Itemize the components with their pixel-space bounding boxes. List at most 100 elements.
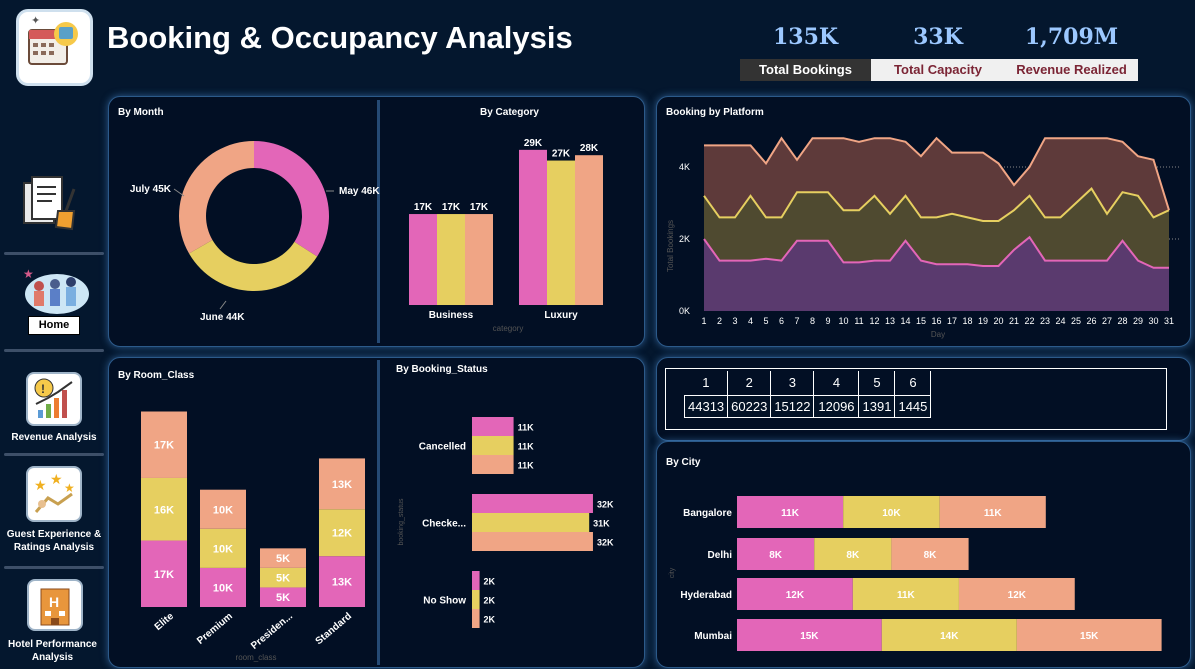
table-cell: 15122	[770, 394, 815, 418]
x-tick-label: 31	[1164, 316, 1174, 326]
x-tick-label: 14	[900, 316, 910, 326]
segment-data-label: 8K	[924, 550, 938, 561]
by-category-bar-chart: 17K 17K 17K Business 29K 27K 28K Luxury category	[409, 138, 603, 333]
page-title: Booking & Occupancy Analysis	[107, 20, 573, 55]
bar-data-label: 32K	[597, 500, 614, 510]
table-header-cell: 3	[770, 371, 815, 395]
x-tick-label: 17	[947, 316, 957, 326]
sidebar-item-revenue-analysis[interactable]: ! Revenue Analysis	[0, 372, 105, 447]
stack-segment-s3	[939, 496, 1046, 528]
bar-data-label: 28K	[580, 143, 599, 154]
table-header-cell: 1	[684, 371, 729, 395]
hbar-s3	[472, 455, 514, 474]
stack-segment-s1	[737, 496, 844, 528]
bar-data-label: 17K	[442, 202, 461, 213]
x-tick-label: 2	[717, 316, 722, 326]
revenue-chart-icon: !	[26, 372, 82, 426]
y-tick-label: No Show	[423, 596, 466, 607]
segment-data-label: 10K	[213, 543, 233, 555]
segment-data-label: 14K	[940, 631, 959, 642]
stack-segment-s3	[319, 458, 365, 510]
people-home-icon: ★	[17, 264, 91, 321]
donut-slice-july	[179, 141, 254, 254]
table-header-cell: 4	[813, 371, 860, 395]
stack-segment-s3	[891, 538, 969, 570]
x-tick-label: 22	[1024, 316, 1034, 326]
hbar-s1	[472, 571, 480, 590]
kpi-revenue-label[interactable]: Revenue Realized	[1005, 59, 1138, 81]
x-tick-label: Elite	[153, 611, 177, 633]
hbar-s3	[472, 532, 593, 551]
stack-segment-s3	[260, 548, 306, 568]
donut-label-may: May 46K	[339, 186, 380, 197]
segment-data-label: 10K	[213, 582, 233, 594]
bar-data-label: 31K	[593, 519, 610, 529]
segment-data-label: 5K	[276, 553, 290, 565]
bar-data-label: 11K	[518, 423, 535, 433]
bar-luxury-s1	[519, 149, 547, 305]
svg-text:★: ★	[64, 481, 75, 495]
report-brush-icon	[22, 173, 88, 238]
panel-divider	[377, 100, 380, 343]
table-row: 44313 60223 15122 12096 1391 1445	[683, 394, 932, 418]
sidebar-item-reports[interactable]	[0, 168, 105, 238]
sidebar-item-hotel-performance[interactable]: H Hotel Performance Analysis	[0, 579, 105, 669]
y-tick-label: 4K	[679, 162, 690, 172]
x-tick-label: Presiden...	[249, 611, 295, 652]
donut-slice-june	[189, 240, 318, 291]
donut-leader	[173, 188, 185, 197]
panel-divider	[377, 360, 380, 665]
table-header-cell: 2	[727, 371, 772, 395]
svg-text:★: ★	[23, 267, 34, 281]
kpi-total-bookings-value: 135K	[772, 24, 839, 50]
bar-data-label: 2K	[484, 596, 496, 606]
stack-segment-s1	[737, 619, 882, 651]
svg-text:✦: ✦	[31, 15, 40, 27]
x-tick-label: 15	[916, 316, 926, 326]
svg-text:H: H	[49, 594, 59, 610]
stack-segment-s2	[141, 477, 187, 541]
y-axis-label: booking_status	[398, 498, 405, 546]
x-tick-label: 9	[825, 316, 830, 326]
x-tick-label: 11	[854, 316, 863, 326]
x-tick-label: Luxury	[544, 310, 578, 321]
y-tick-label: 2K	[679, 234, 690, 244]
series-line-mid	[703, 187, 1170, 222]
table-header-cell: 6	[894, 371, 932, 395]
segment-data-label: 13K	[332, 479, 352, 491]
sidebar-divider	[4, 566, 104, 569]
segment-data-label: 10K	[213, 504, 233, 516]
sidebar-item-revenue-label: Revenue Analysis	[11, 432, 97, 443]
y-tick-label: Mumbai	[694, 631, 732, 642]
by-room-class-bar-chart: 17K 16K 17K Elite 10K 10K 10K Premium 5K 5K 5K Pres…	[141, 411, 365, 662]
hbar-s2	[472, 513, 590, 532]
sidebar-item-home[interactable]: ★ Home	[0, 262, 105, 342]
stack-segment-s2	[814, 538, 892, 570]
x-tick-label: 10	[838, 316, 848, 326]
by-booking-status-bar-chart: 11K 11K 11K Cancelled 32K 31K 32K Checke... 2K 2K…	[398, 417, 614, 628]
chart-title-by-category: By Category	[480, 107, 539, 118]
x-axis-label: room_class	[236, 653, 277, 662]
x-axis-label: Day	[931, 330, 945, 339]
segment-data-label: 17K	[154, 440, 174, 452]
stack-segment-s3	[1016, 619, 1162, 651]
kpi-total-capacity-label[interactable]: Total Capacity	[871, 59, 1005, 81]
ratings-icon: ★ ★ ★	[26, 466, 82, 522]
x-tick-label: Business	[429, 310, 474, 321]
sidebar-item-guest-experience[interactable]: ★ ★ ★ Guest Experience & Ratings Analysi…	[0, 466, 105, 558]
x-tick-label: 20	[993, 316, 1003, 326]
chart-title-by-booking-status: By Booking_Status	[396, 364, 488, 375]
table-cell: 44313	[683, 394, 729, 418]
sidebar-divider	[4, 252, 104, 255]
x-tick-label: 6	[779, 316, 784, 326]
x-tick-label: Premium	[195, 611, 235, 647]
x-tick-label: 29	[1133, 316, 1143, 326]
x-tick-label: 5	[763, 316, 768, 326]
y-tick-label: Checke...	[422, 519, 466, 530]
kpi-total-bookings-label[interactable]: Total Bookings	[740, 59, 871, 81]
hbar-s1	[472, 494, 593, 513]
